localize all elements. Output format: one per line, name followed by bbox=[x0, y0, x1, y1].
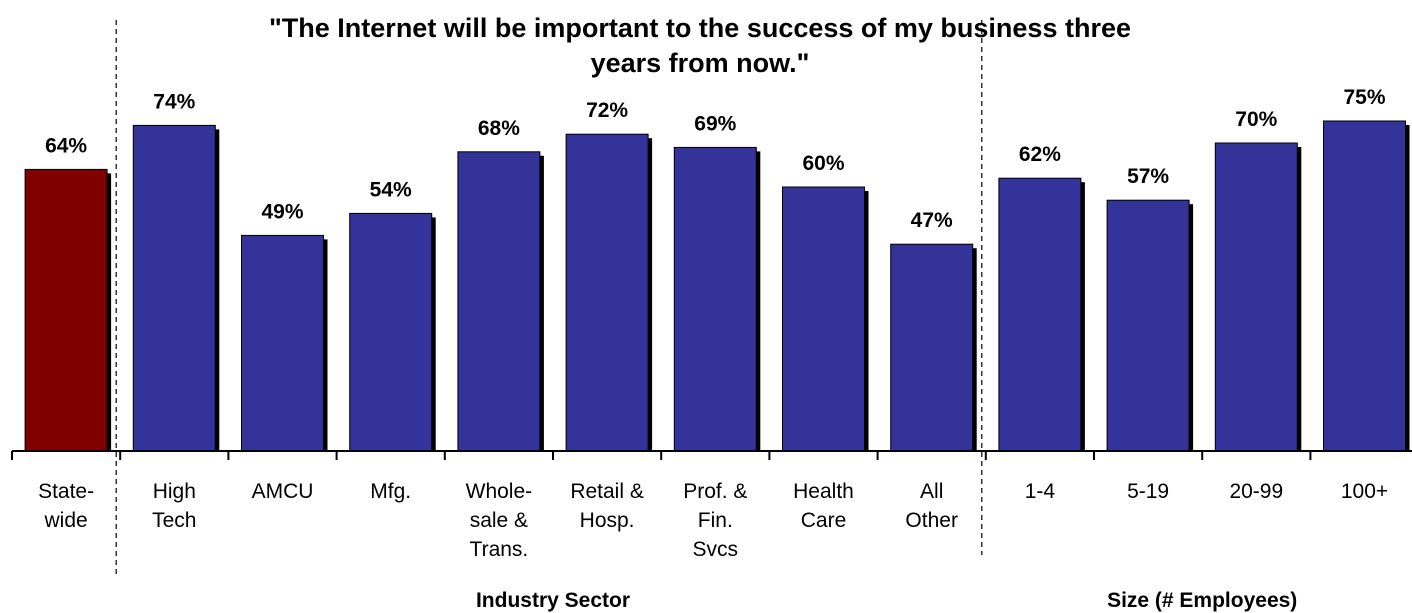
category-label-0-0: State- bbox=[38, 480, 94, 503]
value-label-1: 74% bbox=[153, 90, 195, 113]
value-label-7: 60% bbox=[802, 152, 844, 175]
category-label-1-1: Tech bbox=[152, 509, 196, 532]
category-label-4-0: Whole- bbox=[466, 480, 533, 503]
bar-11 bbox=[1214, 142, 1298, 452]
bar-3 bbox=[349, 212, 433, 452]
category-label-7-0: Health bbox=[793, 480, 854, 503]
category-label-6-2: Svcs bbox=[693, 538, 739, 561]
value-label-9: 62% bbox=[1019, 143, 1061, 166]
bar-1 bbox=[132, 124, 216, 452]
category-label-4-2: Trans. bbox=[470, 538, 529, 561]
category-label-8-1: Other bbox=[905, 509, 958, 532]
bar-10 bbox=[1106, 199, 1190, 452]
chart-title-line-1: "The Internet will be important to the s… bbox=[269, 13, 1131, 43]
chart-marks: 64% 74% 49% 54% 68% 72% 69% 60% 47% 62% 57% 70% 75% S… bbox=[11, 20, 1412, 612]
group-label-2: Size (# Employees) bbox=[1107, 589, 1297, 612]
category-label-10-0: 5-19 bbox=[1127, 480, 1169, 503]
category-label-3-0: Mfg. bbox=[370, 480, 411, 503]
bar-8 bbox=[890, 243, 974, 452]
value-label-4: 68% bbox=[478, 117, 520, 140]
category-label-8-0: All bbox=[920, 480, 943, 503]
value-label-3: 54% bbox=[370, 178, 412, 201]
bar-0 bbox=[24, 168, 108, 452]
bar-5 bbox=[565, 133, 649, 452]
value-label-0: 64% bbox=[45, 134, 87, 157]
bar-9 bbox=[998, 177, 1082, 452]
value-label-6: 69% bbox=[694, 112, 736, 135]
category-label-0-1: wide bbox=[43, 509, 87, 532]
bar-2 bbox=[241, 234, 324, 452]
value-label-11: 70% bbox=[1235, 108, 1277, 131]
value-label-10: 57% bbox=[1127, 165, 1169, 188]
category-label-4-1: sale & bbox=[470, 509, 528, 532]
category-label-6-1: Fin. bbox=[698, 509, 733, 532]
category-label-7-1: Care bbox=[801, 509, 847, 532]
category-label-2-0: AMCU bbox=[252, 480, 314, 503]
category-label-12-0: 100+ bbox=[1341, 480, 1388, 503]
group-label-1: Industry Sector bbox=[476, 589, 630, 612]
category-label-9-0: 1-4 bbox=[1025, 480, 1056, 503]
category-label-1-0: High bbox=[153, 480, 196, 503]
value-label-12: 75% bbox=[1343, 86, 1385, 109]
category-label-11-0: 20-99 bbox=[1229, 480, 1283, 503]
value-label-2: 49% bbox=[261, 200, 303, 223]
bar-4 bbox=[457, 151, 541, 452]
category-label-6-0: Prof. & bbox=[683, 480, 747, 503]
value-label-5: 72% bbox=[586, 99, 628, 122]
bar-12 bbox=[1323, 120, 1406, 452]
bar-7 bbox=[782, 186, 865, 452]
category-label-5-0: Retail & bbox=[570, 480, 644, 503]
value-label-8: 47% bbox=[911, 209, 953, 232]
category-label-5-1: Hosp. bbox=[580, 509, 635, 532]
bar-6 bbox=[673, 146, 757, 452]
chart-title-line-2: years from now." bbox=[591, 48, 810, 78]
